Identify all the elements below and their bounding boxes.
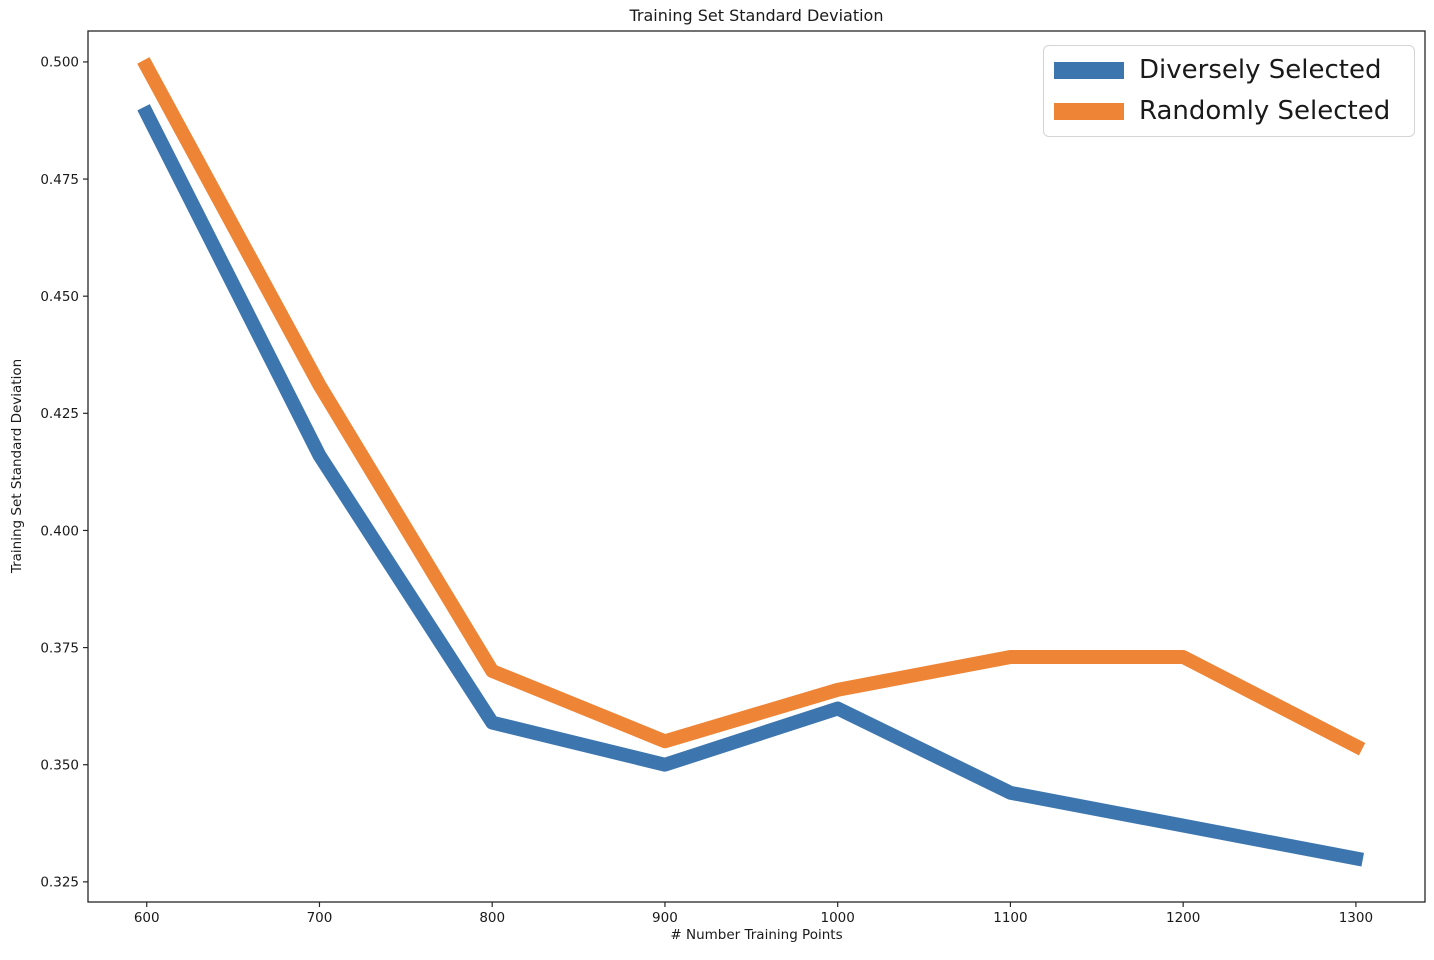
x-tick-label: 1100	[993, 910, 1027, 926]
legend-label: Randomly Selected	[1139, 95, 1391, 126]
legend-swatch-icon	[1054, 102, 1124, 120]
legend-item: Randomly Selected	[1054, 95, 1414, 127]
y-tick-label: 0.425	[40, 406, 79, 422]
y-tick-label: 0.325	[40, 875, 79, 891]
series-line-diversely-selected	[137, 104, 1365, 867]
legend-item: Diversely Selected	[1054, 54, 1414, 86]
x-axis-label: # Number Training Points	[670, 927, 843, 943]
chart-title: Training Set Standard Deviation	[629, 6, 884, 25]
y-tick-label: 0.375	[40, 640, 79, 656]
legend-label: Diversely Selected	[1139, 54, 1382, 85]
x-tick-label: 1300	[1339, 910, 1373, 926]
legend-swatch-icon	[1054, 62, 1124, 80]
x-tick-label: 600	[134, 910, 160, 926]
series-line-randomly-selected	[137, 57, 1366, 756]
x-tick-label: 1000	[821, 910, 855, 926]
y-tick-label: 0.400	[40, 523, 79, 539]
y-tick-label: 0.450	[40, 289, 79, 305]
y-tick-label: 0.500	[40, 55, 79, 71]
x-tick-label: 900	[652, 910, 678, 926]
x-tick-label: 700	[307, 910, 333, 926]
plot-frame	[87, 30, 1426, 903]
y-tick-label: 0.350	[40, 758, 79, 774]
y-axis-label: Training Set Standard Deviation	[9, 358, 25, 574]
x-tick-label: 800	[479, 910, 505, 926]
y-tick-label: 0.475	[40, 172, 79, 188]
legend: Diversely Selected Randomly Selected	[1043, 45, 1415, 137]
x-tick-label: 1200	[1166, 910, 1200, 926]
